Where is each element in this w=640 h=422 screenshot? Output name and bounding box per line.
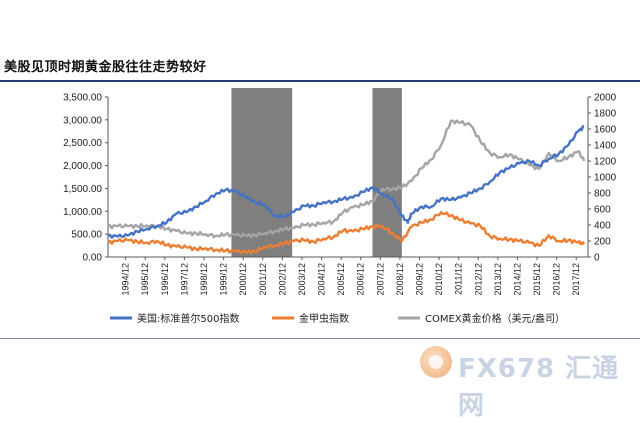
- x-tick-label: 2011/12: [454, 263, 464, 295]
- x-tick-label: 1998/12: [199, 263, 209, 296]
- x-tick-label: 2009/12: [415, 263, 425, 296]
- chart-title: 美股见顶时期黄金股往往走势较好: [4, 60, 207, 75]
- x-tick-label: 2016/12: [552, 263, 562, 296]
- x-axis: 1994/12 1995/12 1996/12 1997/12 1998/12 1999/…: [108, 256, 588, 296]
- right-tick-label: 0: [594, 253, 600, 264]
- left-tick-label: 2,500.00: [63, 138, 102, 149]
- legend: 美国:标准普尔500指数 金甲虫指数 COMEX黄金价格（美元/盎司）: [110, 312, 565, 325]
- shaded-period-0: [231, 88, 293, 257]
- right-tick-label: 400: [594, 221, 611, 232]
- right-axis: 0 200 400 600 800 1000 1200 1400 1600 1800 2000: [587, 93, 617, 264]
- right-tick-label: 600: [594, 205, 611, 216]
- x-tick-label: 2002/12: [277, 263, 287, 296]
- shaded-period-1: [372, 88, 402, 257]
- right-tick-label: 200: [594, 237, 611, 248]
- x-tick-label: 2017/12: [571, 263, 581, 296]
- x-tick-label: 1995/12: [140, 263, 150, 296]
- title-underline: [0, 80, 640, 82]
- x-tick-label: 2008/12: [395, 263, 405, 296]
- watermark-text: FX678 汇通网: [458, 354, 620, 421]
- x-tick-label: 2014/12: [512, 263, 522, 296]
- x-tick-label: 2006/12: [356, 263, 366, 296]
- x-tick-label: 2010/12: [434, 263, 444, 296]
- legend-label-0: 美国:标准普尔500指数: [137, 312, 239, 325]
- series-line-2: [107, 119, 586, 239]
- series-line-0: [107, 125, 585, 239]
- shaded-periods: [231, 88, 402, 257]
- right-tick-label: 1200: [594, 157, 617, 168]
- x-tick-label: 2005/12: [336, 263, 346, 296]
- left-tick-label: 0.00: [83, 253, 103, 264]
- right-tick-label: 2000: [594, 93, 617, 104]
- x-tick-label: 2013/12: [493, 263, 503, 296]
- right-tick-label: 800: [594, 189, 611, 200]
- x-tick-label: 1996/12: [160, 263, 170, 296]
- watermark-logo-icon: [420, 346, 452, 378]
- watermark: FX678 汇通网: [414, 340, 634, 421]
- x-tick-label: 1997/12: [179, 263, 189, 296]
- bottom-divider: [0, 338, 640, 339]
- right-tick-label: 1400: [594, 141, 617, 152]
- x-tick-label: 2004/12: [317, 263, 327, 296]
- x-tick-label: 2012/12: [473, 263, 483, 296]
- series-line-1: [107, 210, 586, 255]
- left-axis: 0.00 500.00 1,000.00 1,500.00 2,000.00 2,500.…: [63, 93, 109, 264]
- left-tick-label: 3,000.00: [63, 115, 102, 126]
- x-tick-label: 2007/12: [375, 263, 385, 296]
- x-tick-label: 2003/12: [297, 263, 307, 296]
- x-tick-label: 2000/12: [238, 263, 248, 296]
- x-tick-label: 2001/12: [258, 263, 268, 296]
- left-tick-label: 3,500.00: [63, 93, 102, 104]
- line-chart: 0.00 500.00 1,000.00 1,500.00 2,000.00 2,500.…: [63, 88, 617, 325]
- x-tick-label: 2015/12: [532, 263, 542, 296]
- series-lines: [107, 119, 586, 255]
- right-tick-label: 1000: [594, 173, 617, 184]
- x-tick-label: 1994/12: [121, 263, 131, 296]
- x-tick-label: 1999/12: [219, 263, 229, 296]
- right-tick-label: 1800: [594, 109, 617, 120]
- left-tick-label: 2,000.00: [63, 161, 102, 172]
- legend-label-1: 金甲虫指数: [299, 312, 349, 325]
- left-tick-label: 500.00: [71, 230, 102, 241]
- left-tick-label: 1,000.00: [63, 207, 102, 218]
- legend-label-2: COMEX黄金价格（美元/盎司）: [425, 312, 565, 325]
- left-tick-label: 1,500.00: [63, 184, 102, 195]
- right-tick-label: 1600: [594, 125, 617, 136]
